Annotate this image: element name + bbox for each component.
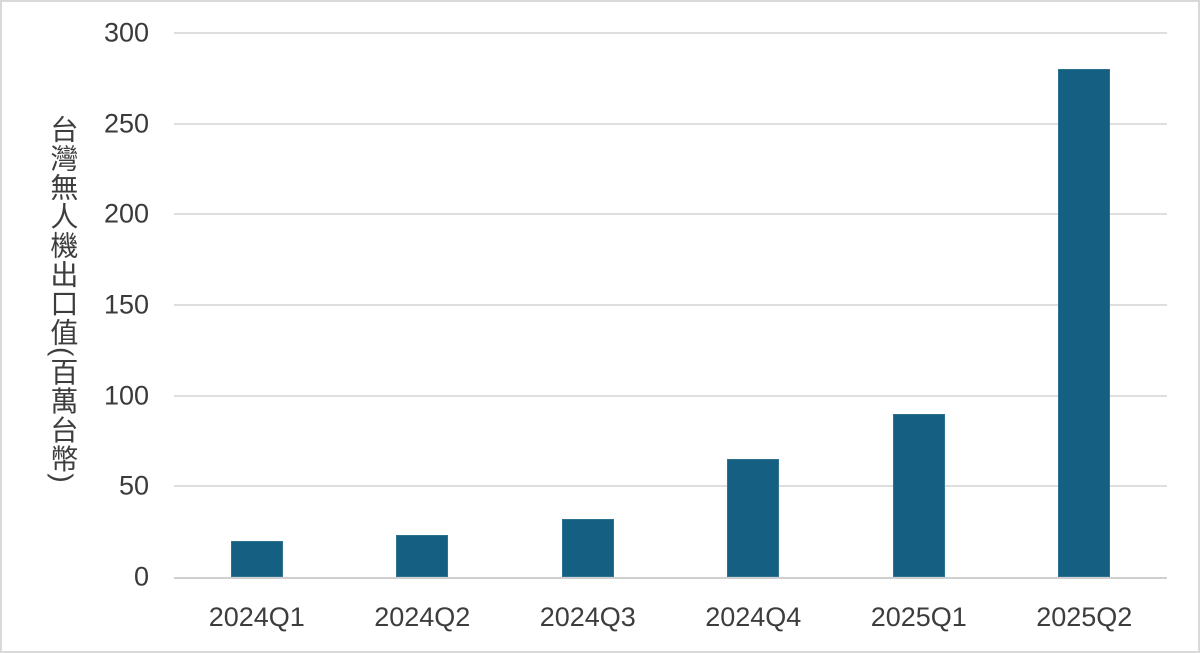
y-tick-label-300: 300 [103,17,149,48]
bar-slot-2024Q1 [174,33,340,577]
bar-2025Q2 [1058,69,1111,577]
x-tick-label-2024Q1: 2024Q1 [208,602,305,632]
bar-2025Q1 [892,413,945,577]
x-tick-label-2025Q1: 2025Q1 [870,602,967,632]
bar-slot-2025Q2 [1002,33,1168,577]
y-tick-label-100: 100 [103,380,149,411]
y-axis-title: 台灣無人機出口值(百萬台幣) [47,115,79,484]
y-tick-label-250: 250 [103,108,149,139]
gridline-100 [174,394,1167,397]
x-tick-label-2024Q4: 2024Q4 [705,602,802,632]
x-axis-tick-labels: 2024Q1 2024Q2 2024Q3 2024Q4 2025Q1 2025Q2 [174,602,1167,638]
gridline-300 [174,32,1167,34]
bar-2024Q2 [396,535,449,577]
bar-slot-2025Q1 [836,33,1002,577]
y-tick-label-50: 50 [118,470,149,501]
y-tick-label-150: 150 [103,289,149,320]
bar-2024Q1 [230,540,283,577]
bar-2024Q4 [727,459,780,577]
bar-slot-2024Q2 [340,33,506,577]
gridline-50 [174,485,1167,488]
x-tick-label-2024Q2: 2024Q2 [374,602,471,632]
gridline-200 [174,213,1167,216]
bar-2024Q3 [561,518,614,577]
y-tick-label-200: 200 [103,198,149,229]
plot-area [174,32,1168,579]
y-tick-label-0: 0 [133,561,149,592]
bar-slot-2024Q4 [671,33,837,577]
x-tick-label-2024Q3: 2024Q3 [539,602,636,632]
bar-slot-2024Q3 [505,33,671,577]
gridline-150 [174,304,1167,306]
gridline-250 [174,122,1167,125]
x-tick-label-2025Q2: 2025Q2 [1036,602,1133,632]
y-axis-tick-labels: 0 50 100 150 200 250 300 [2,18,149,592]
